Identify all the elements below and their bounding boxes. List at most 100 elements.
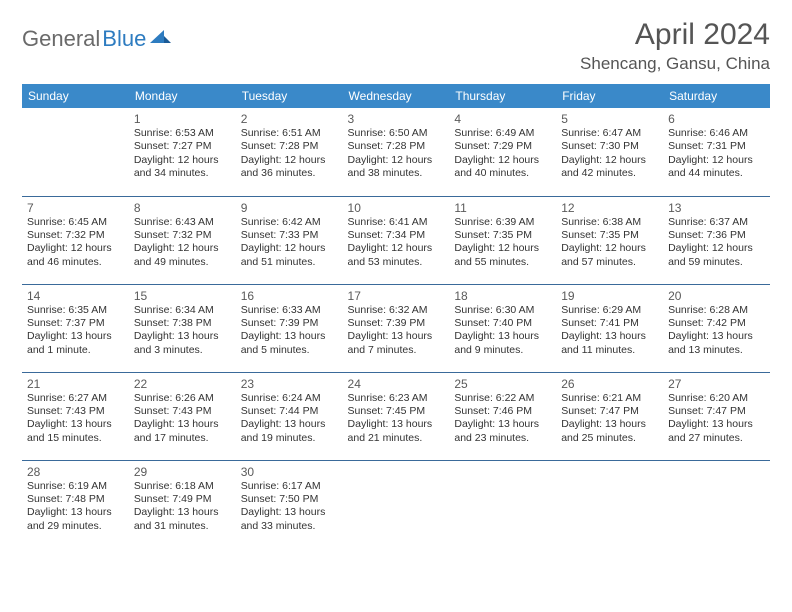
sunset-text: Sunset: 7:32 PM — [27, 229, 124, 242]
day-info: Sunrise: 6:30 AMSunset: 7:40 PMDaylight:… — [454, 304, 551, 358]
sunset-text: Sunset: 7:31 PM — [668, 140, 765, 153]
day-info: Sunrise: 6:21 AMSunset: 7:47 PMDaylight:… — [561, 392, 658, 446]
day-number: 25 — [454, 377, 551, 391]
day-number: 20 — [668, 289, 765, 303]
day-info: Sunrise: 6:42 AMSunset: 7:33 PMDaylight:… — [241, 216, 338, 270]
sunset-text: Sunset: 7:50 PM — [241, 493, 338, 506]
calendar-cell-empty — [343, 460, 450, 548]
calendar-page: General Blue April 2024 Shencang, Gansu,… — [0, 0, 792, 548]
sunrise-text: Sunrise: 6:29 AM — [561, 304, 658, 317]
daylight-text: Daylight: 13 hours and 7 minutes. — [348, 330, 445, 357]
calendar-cell: 1Sunrise: 6:53 AMSunset: 7:27 PMDaylight… — [129, 108, 236, 196]
calendar-cell: 12Sunrise: 6:38 AMSunset: 7:35 PMDayligh… — [556, 196, 663, 284]
day-info: Sunrise: 6:38 AMSunset: 7:35 PMDaylight:… — [561, 216, 658, 270]
day-number: 11 — [454, 201, 551, 215]
day-info: Sunrise: 6:51 AMSunset: 7:28 PMDaylight:… — [241, 127, 338, 181]
day-info: Sunrise: 6:50 AMSunset: 7:28 PMDaylight:… — [348, 127, 445, 181]
day-number: 24 — [348, 377, 445, 391]
calendar-cell: 17Sunrise: 6:32 AMSunset: 7:39 PMDayligh… — [343, 284, 450, 372]
day-info: Sunrise: 6:34 AMSunset: 7:38 PMDaylight:… — [134, 304, 231, 358]
sunrise-text: Sunrise: 6:22 AM — [454, 392, 551, 405]
day-info: Sunrise: 6:47 AMSunset: 7:30 PMDaylight:… — [561, 127, 658, 181]
day-info: Sunrise: 6:26 AMSunset: 7:43 PMDaylight:… — [134, 392, 231, 446]
logo: General Blue — [22, 18, 172, 52]
daylight-text: Daylight: 13 hours and 3 minutes. — [134, 330, 231, 357]
calendar-cell: 8Sunrise: 6:43 AMSunset: 7:32 PMDaylight… — [129, 196, 236, 284]
calendar-cell: 23Sunrise: 6:24 AMSunset: 7:44 PMDayligh… — [236, 372, 343, 460]
calendar-cell: 16Sunrise: 6:33 AMSunset: 7:39 PMDayligh… — [236, 284, 343, 372]
day-number: 3 — [348, 112, 445, 126]
day-info: Sunrise: 6:33 AMSunset: 7:39 PMDaylight:… — [241, 304, 338, 358]
location: Shencang, Gansu, China — [580, 54, 770, 74]
calendar-cell: 4Sunrise: 6:49 AMSunset: 7:29 PMDaylight… — [449, 108, 556, 196]
calendar-cell: 20Sunrise: 6:28 AMSunset: 7:42 PMDayligh… — [663, 284, 770, 372]
sunrise-text: Sunrise: 6:17 AM — [241, 480, 338, 493]
sunset-text: Sunset: 7:35 PM — [454, 229, 551, 242]
calendar-week-row: 28Sunrise: 6:19 AMSunset: 7:48 PMDayligh… — [22, 460, 770, 548]
daylight-text: Daylight: 12 hours and 40 minutes. — [454, 154, 551, 181]
day-info: Sunrise: 6:49 AMSunset: 7:29 PMDaylight:… — [454, 127, 551, 181]
dow-header: Friday — [556, 84, 663, 108]
sunrise-text: Sunrise: 6:19 AM — [27, 480, 124, 493]
day-info: Sunrise: 6:23 AMSunset: 7:45 PMDaylight:… — [348, 392, 445, 446]
calendar-cell: 24Sunrise: 6:23 AMSunset: 7:45 PMDayligh… — [343, 372, 450, 460]
sunrise-text: Sunrise: 6:39 AM — [454, 216, 551, 229]
dow-header: Thursday — [449, 84, 556, 108]
calendar-cell: 3Sunrise: 6:50 AMSunset: 7:28 PMDaylight… — [343, 108, 450, 196]
day-number: 12 — [561, 201, 658, 215]
calendar-week-row: 14Sunrise: 6:35 AMSunset: 7:37 PMDayligh… — [22, 284, 770, 372]
day-info: Sunrise: 6:24 AMSunset: 7:44 PMDaylight:… — [241, 392, 338, 446]
day-info: Sunrise: 6:35 AMSunset: 7:37 PMDaylight:… — [27, 304, 124, 358]
day-info: Sunrise: 6:45 AMSunset: 7:32 PMDaylight:… — [27, 216, 124, 270]
calendar-cell: 14Sunrise: 6:35 AMSunset: 7:37 PMDayligh… — [22, 284, 129, 372]
sunset-text: Sunset: 7:30 PM — [561, 140, 658, 153]
header: General Blue April 2024 Shencang, Gansu,… — [22, 18, 770, 74]
sunset-text: Sunset: 7:48 PM — [27, 493, 124, 506]
calendar-week-row: 1Sunrise: 6:53 AMSunset: 7:27 PMDaylight… — [22, 108, 770, 196]
calendar-cell: 5Sunrise: 6:47 AMSunset: 7:30 PMDaylight… — [556, 108, 663, 196]
day-number: 1 — [134, 112, 231, 126]
sunrise-text: Sunrise: 6:35 AM — [27, 304, 124, 317]
daylight-text: Daylight: 13 hours and 9 minutes. — [454, 330, 551, 357]
sunset-text: Sunset: 7:40 PM — [454, 317, 551, 330]
daylight-text: Daylight: 12 hours and 59 minutes. — [668, 242, 765, 269]
calendar-cell-empty — [449, 460, 556, 548]
daylight-text: Daylight: 12 hours and 36 minutes. — [241, 154, 338, 181]
daylight-text: Daylight: 13 hours and 23 minutes. — [454, 418, 551, 445]
day-info: Sunrise: 6:41 AMSunset: 7:34 PMDaylight:… — [348, 216, 445, 270]
daylight-text: Daylight: 13 hours and 11 minutes. — [561, 330, 658, 357]
daylight-text: Daylight: 12 hours and 38 minutes. — [348, 154, 445, 181]
calendar-cell-empty — [663, 460, 770, 548]
sunrise-text: Sunrise: 6:49 AM — [454, 127, 551, 140]
calendar-cell: 15Sunrise: 6:34 AMSunset: 7:38 PMDayligh… — [129, 284, 236, 372]
daylight-text: Daylight: 13 hours and 5 minutes. — [241, 330, 338, 357]
calendar-cell: 6Sunrise: 6:46 AMSunset: 7:31 PMDaylight… — [663, 108, 770, 196]
sunrise-text: Sunrise: 6:53 AM — [134, 127, 231, 140]
sunrise-text: Sunrise: 6:28 AM — [668, 304, 765, 317]
sunset-text: Sunset: 7:43 PM — [134, 405, 231, 418]
daylight-text: Daylight: 13 hours and 29 minutes. — [27, 506, 124, 533]
day-info: Sunrise: 6:22 AMSunset: 7:46 PMDaylight:… — [454, 392, 551, 446]
sunset-text: Sunset: 7:38 PM — [134, 317, 231, 330]
calendar-cell: 22Sunrise: 6:26 AMSunset: 7:43 PMDayligh… — [129, 372, 236, 460]
day-info: Sunrise: 6:18 AMSunset: 7:49 PMDaylight:… — [134, 480, 231, 534]
calendar-header-row: SundayMondayTuesdayWednesdayThursdayFrid… — [22, 84, 770, 108]
sunrise-text: Sunrise: 6:20 AM — [668, 392, 765, 405]
sunrise-text: Sunrise: 6:47 AM — [561, 127, 658, 140]
day-number: 17 — [348, 289, 445, 303]
calendar-cell: 26Sunrise: 6:21 AMSunset: 7:47 PMDayligh… — [556, 372, 663, 460]
day-number: 14 — [27, 289, 124, 303]
month-title: April 2024 — [580, 18, 770, 52]
day-number: 4 — [454, 112, 551, 126]
triangle-icon — [150, 28, 172, 46]
calendar-week-row: 7Sunrise: 6:45 AMSunset: 7:32 PMDaylight… — [22, 196, 770, 284]
day-info: Sunrise: 6:20 AMSunset: 7:47 PMDaylight:… — [668, 392, 765, 446]
sunrise-text: Sunrise: 6:50 AM — [348, 127, 445, 140]
calendar-week-row: 21Sunrise: 6:27 AMSunset: 7:43 PMDayligh… — [22, 372, 770, 460]
sunrise-text: Sunrise: 6:37 AM — [668, 216, 765, 229]
calendar-cell: 27Sunrise: 6:20 AMSunset: 7:47 PMDayligh… — [663, 372, 770, 460]
day-number: 19 — [561, 289, 658, 303]
day-number: 9 — [241, 201, 338, 215]
day-number: 22 — [134, 377, 231, 391]
sunset-text: Sunset: 7:37 PM — [27, 317, 124, 330]
